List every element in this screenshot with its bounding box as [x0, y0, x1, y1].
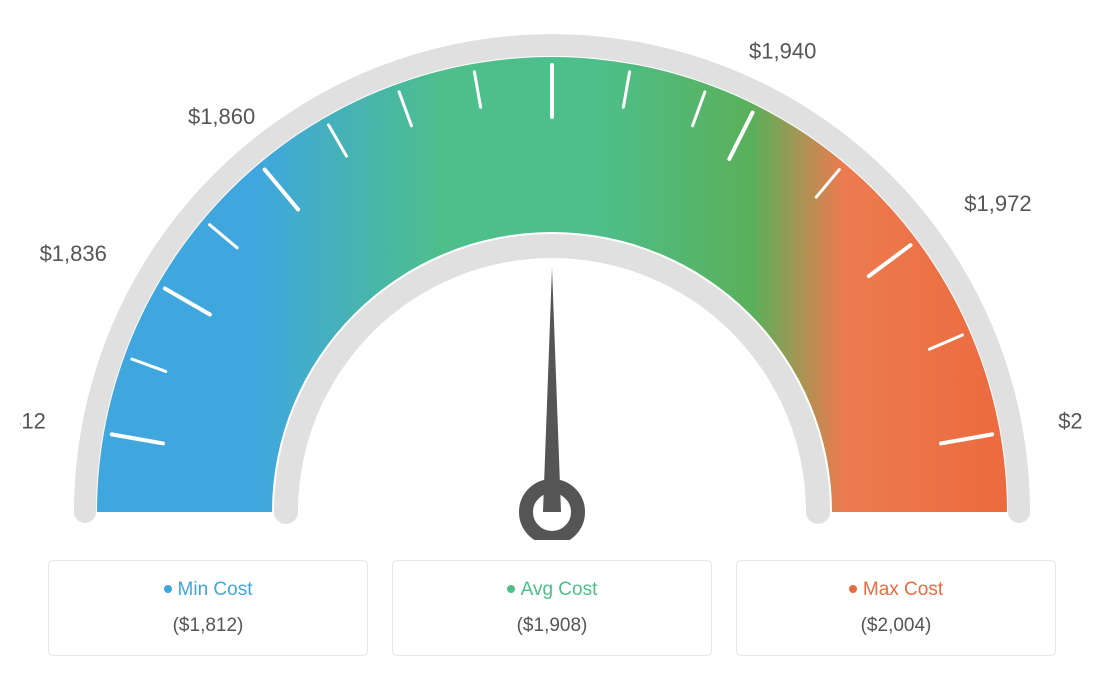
legend-dot-max [849, 585, 857, 593]
legend-row: Min Cost ($1,812) Avg Cost ($1,908) Max … [20, 560, 1084, 656]
svg-text:$1,812: $1,812 [20, 409, 46, 434]
svg-text:$1,940: $1,940 [749, 38, 816, 63]
gauge-svg: $1,812$1,836$1,860$1,908$1,940$1,972$2,0… [20, 20, 1084, 540]
legend-dot-avg [507, 585, 515, 593]
legend-card-max: Max Cost ($2,004) [736, 560, 1056, 656]
legend-card-min: Min Cost ($1,812) [48, 560, 368, 656]
legend-title-avg: Avg Cost [403, 579, 701, 601]
legend-title-min-text: Min Cost [178, 579, 253, 600]
svg-text:$1,972: $1,972 [964, 191, 1031, 216]
legend-title-max: Max Cost [747, 579, 1045, 601]
legend-value-avg: ($1,908) [403, 615, 701, 637]
svg-text:$1,860: $1,860 [188, 104, 255, 129]
legend-value-min: ($1,812) [59, 615, 357, 637]
legend-card-avg: Avg Cost ($1,908) [392, 560, 712, 656]
legend-title-min: Min Cost [59, 579, 357, 601]
svg-text:$2,004: $2,004 [1058, 409, 1084, 434]
legend-title-avg-text: Avg Cost [521, 579, 598, 600]
legend-dot-min [164, 585, 172, 593]
svg-text:$1,836: $1,836 [40, 241, 107, 266]
legend-value-max: ($2,004) [747, 615, 1045, 637]
gauge-chart: $1,812$1,836$1,860$1,908$1,940$1,972$2,0… [20, 20, 1084, 540]
legend-title-max-text: Max Cost [863, 579, 943, 600]
